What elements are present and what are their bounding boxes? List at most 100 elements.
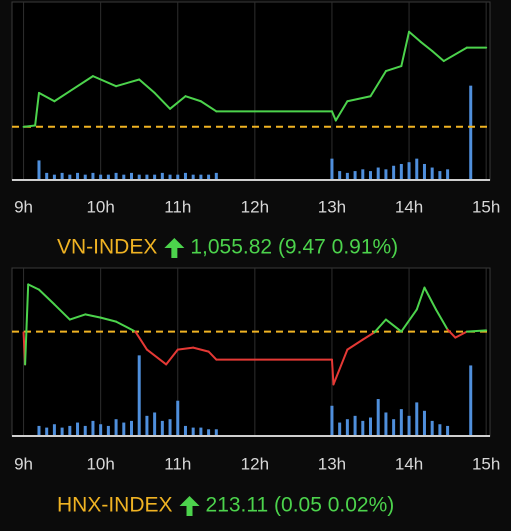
x-tick-label: 11h	[164, 454, 191, 473]
volume-bar	[153, 174, 157, 180]
volume-bar	[37, 425, 41, 436]
volume-bar	[183, 172, 187, 180]
volume-bar	[176, 174, 180, 180]
index-quote: 1,055.82 (9.47 0.91%)	[190, 236, 398, 259]
volume-bar	[114, 419, 118, 436]
volume-bar	[191, 174, 195, 180]
volume-bar	[122, 422, 126, 436]
up-arrow	[164, 238, 185, 258]
panel	[11, 267, 491, 437]
volume-bar	[353, 171, 357, 180]
volume-bar	[338, 422, 342, 436]
index-name: VN-INDEX	[57, 236, 157, 259]
volume-bar	[114, 172, 118, 180]
volume-bar	[83, 425, 87, 436]
index-quote: 213.11 (0.05 0.02%)	[206, 494, 395, 517]
price-segment	[207, 350, 218, 361]
volume-bar	[376, 399, 380, 436]
price-segment	[27, 283, 40, 291]
price-segment	[419, 40, 434, 53]
price-segment	[435, 308, 449, 331]
volume-bar	[60, 172, 64, 180]
price-segment	[384, 65, 403, 73]
volume-bar	[214, 429, 218, 436]
price-segment	[446, 328, 457, 339]
price-segment	[415, 286, 426, 311]
volume-bar	[407, 162, 411, 180]
price-segment	[199, 100, 218, 113]
volume-bar	[91, 420, 95, 436]
volume-bar	[130, 420, 133, 436]
volume-bar	[60, 427, 64, 436]
price-segment	[53, 303, 71, 321]
volume-bar	[137, 174, 141, 180]
volume-bar	[399, 409, 403, 436]
volume-bar	[438, 424, 442, 436]
price-segment	[138, 78, 156, 94]
up-arrow	[179, 496, 200, 516]
volume-bar	[207, 429, 211, 436]
volume-bar	[106, 174, 110, 180]
volume-bar	[137, 355, 141, 436]
volume-bar	[153, 412, 157, 436]
price-segment	[115, 320, 137, 333]
volume-bar	[191, 427, 195, 436]
volume-bar	[52, 174, 56, 180]
price-segment	[454, 330, 468, 339]
volume-bar	[415, 402, 419, 436]
volume-bar	[430, 167, 434, 180]
panel	[11, 1, 491, 181]
x-tick-label: 12h	[241, 197, 269, 216]
volume-bar	[68, 425, 72, 436]
price-segment	[165, 348, 179, 366]
price-segment	[153, 91, 172, 110]
x-tick-label: 9h	[14, 197, 33, 216]
volume-bar	[384, 412, 388, 436]
volume-bar	[330, 158, 334, 180]
price-segment	[431, 50, 445, 63]
volume-bar	[145, 174, 149, 180]
volume-bar	[330, 405, 334, 436]
volume-bar	[422, 410, 426, 436]
price-segment	[384, 318, 403, 333]
volume-bar	[45, 427, 49, 436]
volume-bar	[369, 171, 372, 180]
price-segment	[99, 316, 118, 323]
volume-bar	[145, 415, 149, 436]
price-segment	[34, 91, 40, 127]
price-segment	[332, 348, 349, 386]
price-segment	[53, 90, 71, 103]
x-tick-label: 15h	[472, 197, 500, 216]
price-segment	[91, 75, 118, 88]
price-segment	[465, 329, 488, 333]
volume-bar	[76, 422, 80, 436]
x-tick-label: 9h	[14, 454, 33, 473]
volume-bar	[214, 172, 218, 180]
volume-bar	[369, 417, 372, 436]
x-tick-label: 10h	[86, 197, 114, 216]
volume-bar	[361, 420, 365, 436]
volume-bar	[353, 415, 357, 436]
price-segment	[84, 313, 102, 319]
volume-bar	[99, 174, 103, 180]
volume-bar	[99, 424, 103, 436]
price-segment	[330, 110, 337, 122]
volume-bar	[361, 169, 365, 180]
volume-bar	[160, 420, 164, 436]
x-tick-label: 11h	[164, 197, 191, 216]
volume-bar	[392, 165, 396, 180]
price-segment	[330, 358, 335, 386]
x-tick-label: 15h	[472, 454, 500, 473]
x-tick-label: 14h	[395, 197, 423, 216]
volume-bar	[438, 171, 442, 180]
volume-bar	[37, 160, 41, 180]
price-segment	[373, 318, 387, 334]
volume-bar	[122, 174, 126, 180]
volume-bar	[376, 167, 380, 180]
x-tick-label: 13h	[318, 454, 346, 473]
price-segment	[361, 331, 376, 341]
price-segment	[423, 286, 438, 311]
volume-bar	[207, 174, 211, 180]
price-segment	[37, 91, 56, 103]
